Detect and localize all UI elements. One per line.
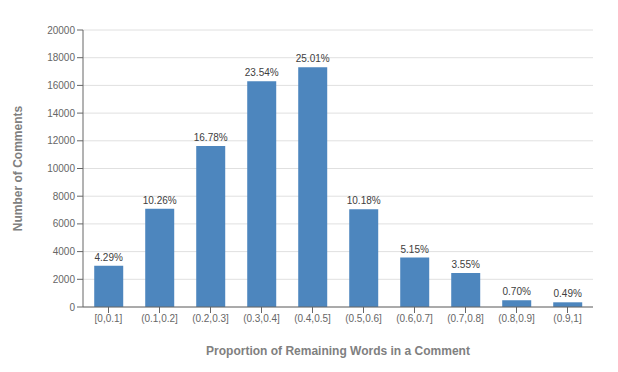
svg-text:2000: 2000 [53,274,76,285]
svg-text:5.15%: 5.15% [401,244,429,255]
svg-text:(0.4,0.5]: (0.4,0.5] [294,313,331,324]
svg-text:6000: 6000 [53,218,76,229]
svg-text:23.54%: 23.54% [245,67,279,78]
svg-text:4000: 4000 [53,246,76,257]
svg-text:0.70%: 0.70% [503,286,531,297]
svg-text:16.78%: 16.78% [194,132,228,143]
svg-text:Proportion of Remaining Words: Proportion of Remaining Words in a Comme… [206,344,470,358]
svg-text:(0.8,0.9]: (0.8,0.9] [498,313,535,324]
svg-text:4.29%: 4.29% [95,252,123,263]
svg-text:10.18%: 10.18% [347,195,381,206]
svg-text:25.01%: 25.01% [296,53,330,64]
svg-text:(0.2,0.3]: (0.2,0.3] [192,313,229,324]
svg-text:(0.1,0.2]: (0.1,0.2] [141,313,178,324]
svg-text:0: 0 [69,302,75,313]
svg-text:(0.7,0.8]: (0.7,0.8] [447,313,484,324]
svg-text:(0.9,1]: (0.9,1] [553,313,582,324]
svg-text:(0.3,0.4]: (0.3,0.4] [243,313,280,324]
svg-text:10000: 10000 [47,163,75,174]
svg-text:(0.5,0.6]: (0.5,0.6] [345,313,382,324]
svg-text:20000: 20000 [47,25,75,36]
svg-text:(0.6,0.7]: (0.6,0.7] [396,313,433,324]
svg-text:14000: 14000 [47,108,75,119]
svg-text:Number of Comments: Number of Comments [11,106,25,232]
svg-text:8000: 8000 [53,191,76,202]
svg-text:3.55%: 3.55% [452,259,480,270]
svg-text:12000: 12000 [47,135,75,146]
svg-text:[0,0.1]: [0,0.1] [95,313,123,324]
svg-text:16000: 16000 [47,80,75,91]
svg-text:10.26%: 10.26% [143,195,177,206]
svg-text:18000: 18000 [47,52,75,63]
svg-text:0.49%: 0.49% [554,288,582,299]
